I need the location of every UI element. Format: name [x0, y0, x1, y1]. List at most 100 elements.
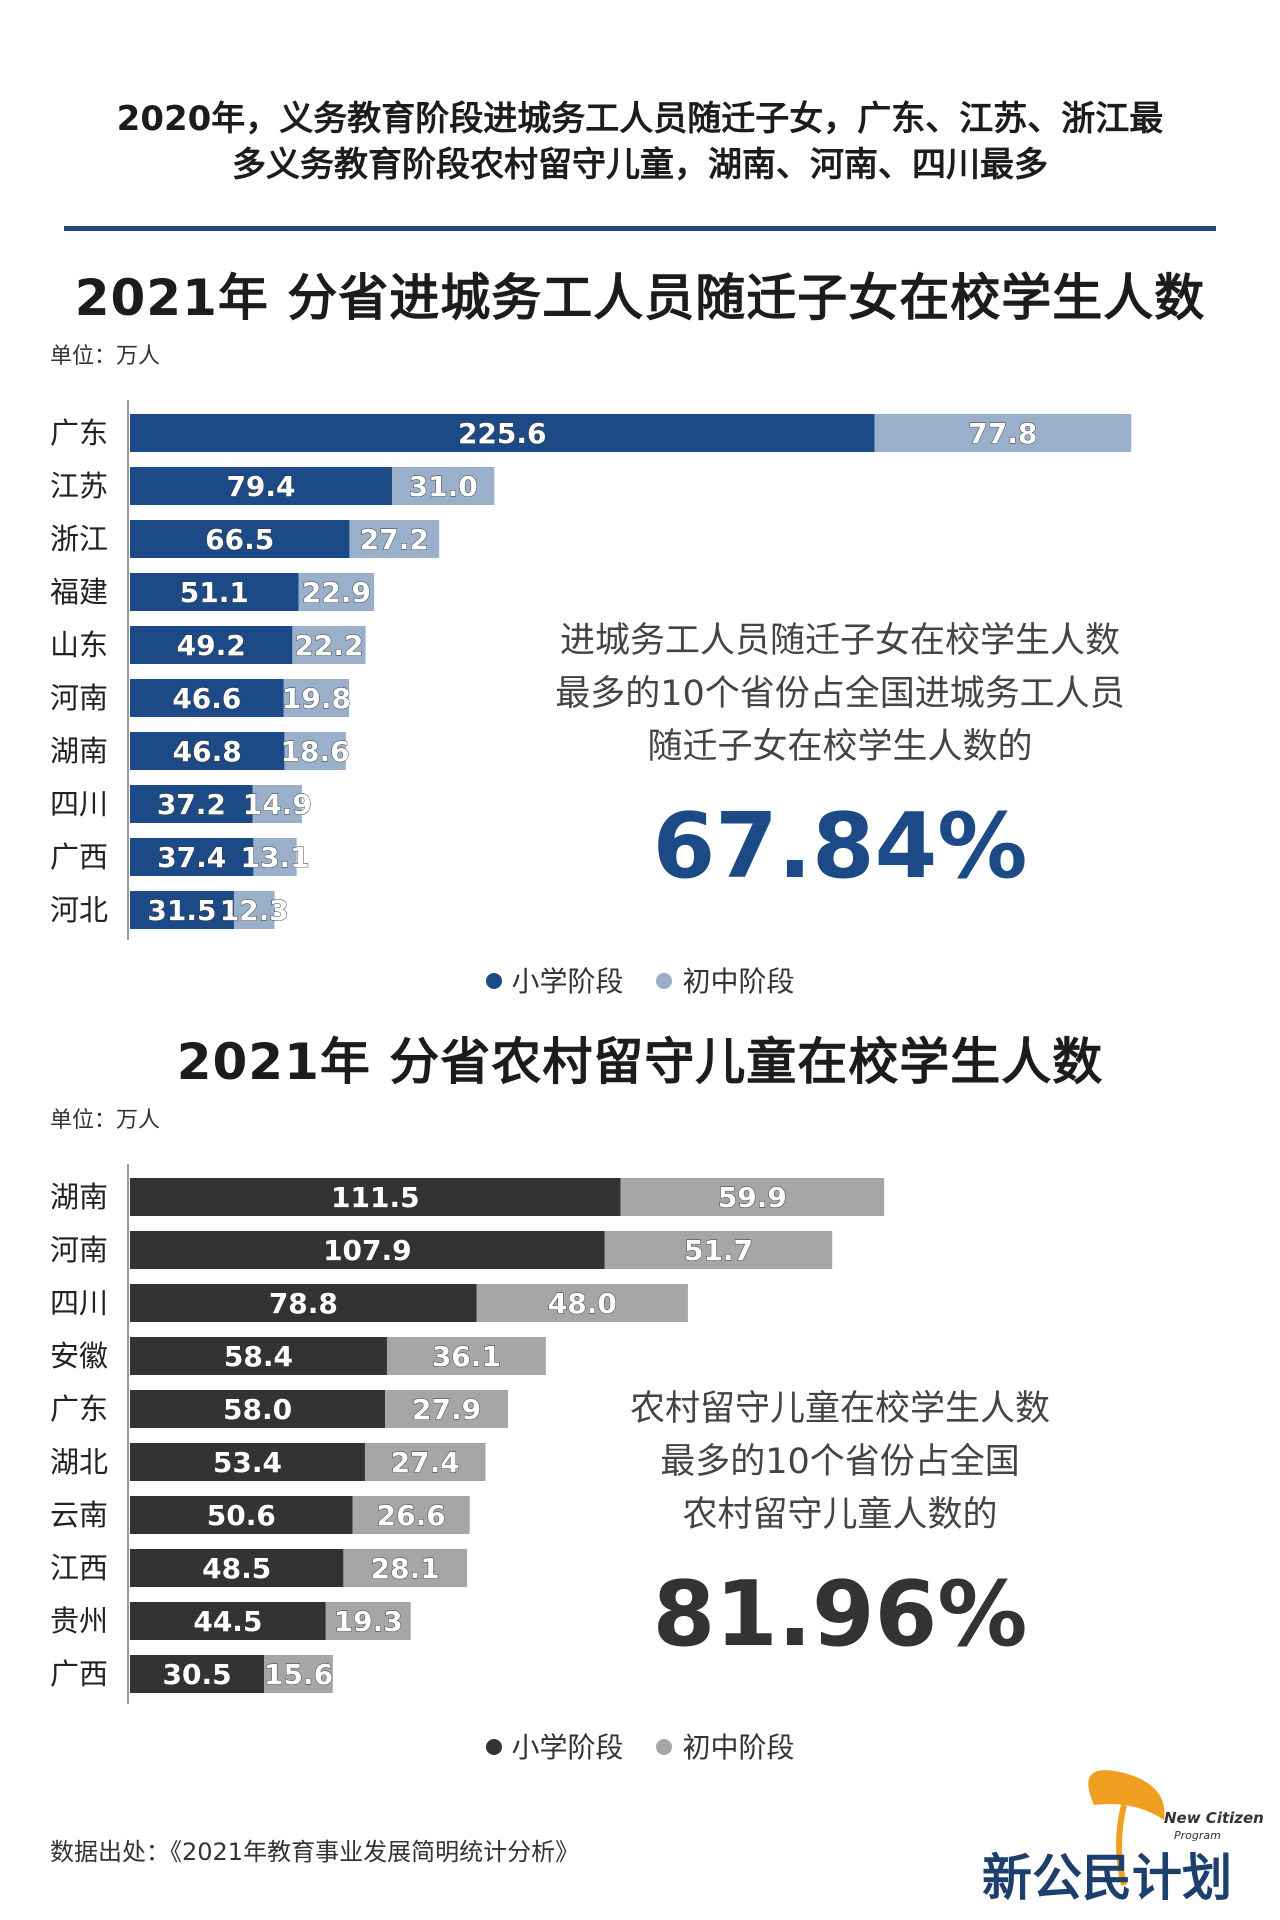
chart-1-legend: 小学阶段 初中阶段: [0, 960, 1280, 1000]
value-label-junior: 27.9: [412, 1393, 481, 1426]
bar-junior: [364, 1443, 486, 1481]
chart-1-callout: 进城务工人员随迁子女在校学生人数 最多的10个省份占全国进城务工人员 随迁子女在…: [500, 615, 1180, 899]
legend-item-junior: 初中阶段: [656, 960, 794, 1000]
value-label-junior: 12.3: [220, 894, 289, 927]
callout-1-line-3: 随迁子女在校学生人数的: [647, 727, 1033, 767]
bar-primary: [130, 1337, 387, 1375]
data-source: 数据出处：《2021年教育事业发展简明统计分析》: [50, 1838, 580, 1866]
bar-junior: [392, 467, 495, 505]
value-label-primary: 30.5: [163, 1658, 232, 1691]
logo-chinese: 新公民计划: [982, 1848, 1232, 1907]
chart-2-unit: 单位：万人: [50, 1108, 161, 1133]
value-label-junior: 51.7: [684, 1234, 753, 1267]
logo-line-2: Program: [1174, 1829, 1221, 1842]
bar-primary: [130, 732, 285, 770]
value-label-primary: 225.6: [458, 417, 547, 450]
bar-primary: [130, 1496, 353, 1534]
value-label-junior: 48.0: [548, 1287, 617, 1320]
bar-junior: [283, 679, 350, 717]
legend-item-primary: 小学阶段: [485, 960, 624, 1000]
bar-primary: [130, 1178, 621, 1216]
new-citizen-program-logo: New Citizen Program 新公民计划: [982, 1770, 1264, 1907]
bar-primary: [130, 1284, 477, 1322]
bar-junior: [476, 1284, 688, 1322]
callout-2-percent: 81.96%: [652, 1562, 1028, 1667]
value-label-primary: 58.0: [223, 1393, 292, 1426]
value-label-junior: 15.6: [264, 1658, 333, 1691]
legend-dot-primary: [485, 1739, 502, 1755]
value-label-junior: 19.8: [282, 682, 351, 715]
value-label-junior: 18.6: [281, 735, 350, 768]
headline-line-1: 2020年，义务教育阶段进城务工人员随迁子女，广东、江苏、浙江最: [116, 99, 1164, 139]
legend-item-junior: 初中阶段: [656, 1726, 794, 1766]
value-label-junior: 14.9: [243, 788, 312, 821]
bar-primary: [130, 1443, 365, 1481]
bar-junior: [253, 838, 297, 876]
value-label-primary: 50.6: [207, 1499, 276, 1532]
category-label: 江苏: [50, 469, 108, 503]
category-label: 湖南: [50, 734, 108, 768]
value-label-junior: 28.1: [371, 1552, 440, 1585]
legend-label-junior: 初中阶段: [682, 1731, 795, 1764]
value-label-primary: 79.4: [226, 470, 295, 503]
bar-junior: [385, 1390, 508, 1428]
bar-junior: [386, 1337, 546, 1375]
value-label-junior: 26.6: [377, 1499, 446, 1532]
value-label-junior: 22.2: [294, 629, 363, 662]
bar-junior: [874, 414, 1132, 452]
value-label-primary: 58.4: [224, 1340, 293, 1373]
category-label: 浙江: [50, 522, 108, 556]
value-label-junior: 13.1: [240, 841, 309, 874]
callout-2-line-2: 最多的10个省份占全国: [660, 1442, 1020, 1482]
bar-primary: [130, 679, 284, 717]
bar-junior: [264, 1655, 333, 1693]
bar-junior: [352, 1496, 470, 1534]
category-label: 湖南: [50, 1180, 108, 1214]
value-label-primary: 78.8: [269, 1287, 338, 1320]
bar-primary: [130, 414, 875, 452]
bar-primary: [130, 1602, 326, 1640]
bar-junior: [233, 891, 275, 929]
category-label: 河北: [50, 893, 108, 927]
chart-1-bars: 广东 225.6 77.8 江苏 79.4 31.0 浙江 66.5 27.2 福建 51.1 22.…: [50, 400, 1132, 940]
value-label-primary: 37.2: [157, 788, 226, 821]
legend-dot-primary: [485, 973, 502, 989]
value-label-primary: 31.5: [147, 894, 216, 927]
legend-dot-junior: [656, 1739, 673, 1755]
bar-primary: [130, 520, 350, 558]
value-label-primary: 66.5: [205, 523, 274, 556]
legend-label-primary: 小学阶段: [511, 1731, 624, 1764]
value-label-primary: 37.4: [157, 841, 226, 874]
value-label-junior: 77.8: [968, 417, 1037, 450]
chart-2-title: 2021年 分省农村留守儿童在校学生人数: [176, 1033, 1104, 1091]
value-label-junior: 27.4: [391, 1446, 460, 1479]
bar-primary: [130, 1390, 386, 1428]
value-label-primary: 107.9: [323, 1234, 412, 1267]
category-label: 河南: [50, 1233, 108, 1267]
divider-rule: [64, 226, 1216, 231]
bar-primary: [130, 1655, 265, 1693]
value-label-primary: 49.2: [177, 629, 246, 662]
value-label-junior: 36.1: [432, 1340, 501, 1373]
bar-primary: [130, 467, 393, 505]
bar-primary: [130, 785, 253, 823]
headline: 2020年，义务教育阶段进城务工人员随迁子女，广东、江苏、浙江最 多义务教育阶段…: [60, 96, 1220, 188]
headline-line-2: 多义务教育阶段农村留守儿童，湖南、河南、四川最多: [232, 145, 1048, 185]
category-label: 山东: [50, 628, 108, 662]
bar-junior: [620, 1178, 885, 1216]
chart-2-legend: 小学阶段 初中阶段: [0, 1726, 1280, 1766]
chart-1-unit: 单位：万人: [50, 344, 161, 369]
callout-1-percent: 67.84%: [652, 794, 1028, 899]
bar-primary: [130, 1549, 344, 1587]
value-label-junior: 22.9: [302, 576, 371, 609]
category-label: 贵州: [50, 1604, 108, 1638]
category-label: 四川: [50, 1286, 108, 1320]
category-label: 广东: [50, 416, 108, 450]
chart-1-title: 2021年 分省进城务工人员随迁子女在校学生人数: [74, 269, 1206, 327]
value-label-junior: 59.9: [718, 1181, 787, 1214]
callout-2-line-3: 农村留守儿童人数的: [682, 1495, 998, 1535]
category-label: 江西: [50, 1551, 108, 1585]
bar-primary: [130, 573, 299, 611]
chart-2-bars: 湖南 111.5 59.9 河南 107.9 51.7 四川 78.8 48.0 安徽 58.4 36…: [50, 1164, 885, 1704]
logo-line-1: New Citizen: [1164, 1809, 1264, 1827]
